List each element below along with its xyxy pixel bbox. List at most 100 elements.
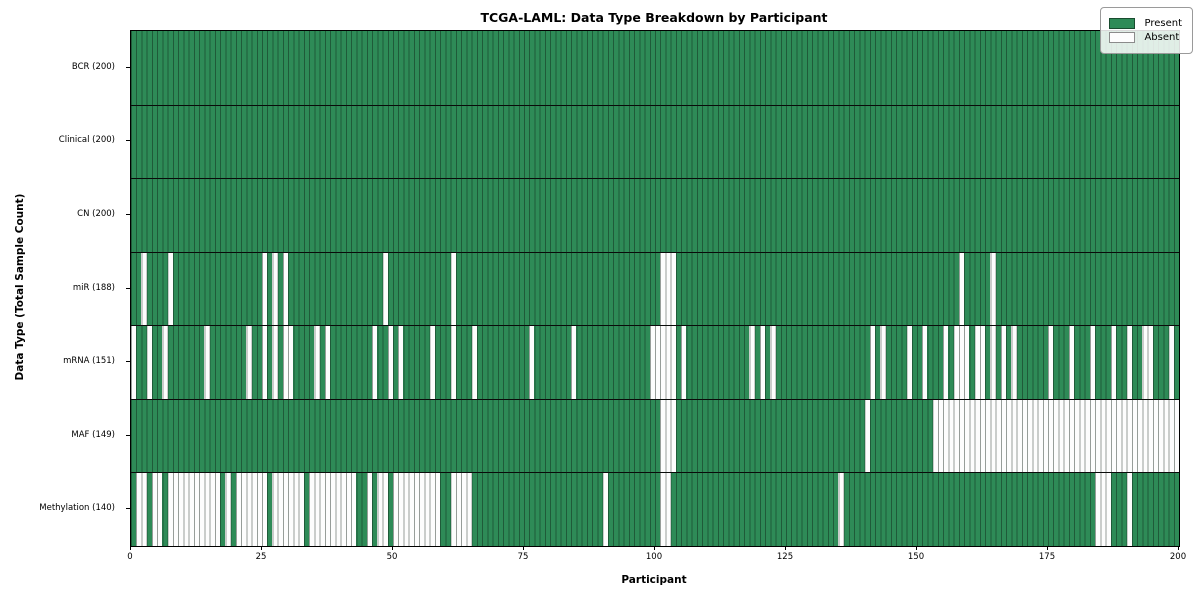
- absent-cell: [1147, 326, 1153, 399]
- ytick-mark: [126, 213, 130, 215]
- absent-cell: [1000, 326, 1007, 399]
- legend-present-label: Present: [1144, 18, 1182, 29]
- absent-cell: [251, 473, 257, 546]
- absent-cell: [366, 473, 373, 546]
- absent-cell: [1105, 399, 1111, 473]
- absent-cell: [958, 326, 965, 399]
- absent-cell: [1121, 399, 1127, 473]
- xtick-mark: [916, 546, 917, 550]
- absent-cell: [434, 473, 441, 546]
- absent-cell: [282, 252, 289, 326]
- absent-cell: [351, 473, 357, 546]
- absent-cell: [382, 252, 388, 326]
- absent-cell: [880, 326, 886, 399]
- xtick-mark: [1178, 546, 1179, 550]
- absent-cell: [450, 326, 456, 399]
- xtick-mark: [785, 546, 786, 550]
- absent-cell: [1063, 399, 1069, 473]
- absent-cell: [1126, 326, 1132, 399]
- x-axis-label: Participant: [621, 574, 687, 586]
- absent-cell: [1142, 326, 1148, 399]
- absent-cell: [1173, 399, 1179, 473]
- absent-cell: [241, 473, 247, 546]
- absent-cell: [1053, 399, 1059, 473]
- absent-cell: [256, 473, 262, 546]
- ytick-label-miR: miR (188): [72, 282, 115, 293]
- absent-cell: [424, 473, 430, 546]
- absent-cell: [979, 399, 986, 473]
- absent-cell: [571, 326, 577, 399]
- chart-title: TCGA-LAML: Data Type Breakdown by Partic…: [480, 10, 828, 25]
- absent-cell: [995, 399, 1001, 473]
- absent-cell: [979, 326, 986, 399]
- absent-cell: [964, 326, 970, 399]
- absent-cell: [146, 326, 152, 399]
- absent-cell: [990, 326, 996, 399]
- absent-cell: [681, 326, 687, 399]
- absent-cell: [167, 473, 173, 546]
- absent-cell: [330, 473, 336, 546]
- absent-cell: [1110, 326, 1117, 399]
- absent-cell: [1105, 473, 1111, 546]
- absent-cell: [1152, 399, 1159, 473]
- absent-cell: [670, 399, 676, 473]
- absent-cell: [246, 326, 252, 399]
- ytick-mark: [126, 66, 130, 68]
- legend: Present Absent: [1100, 7, 1193, 54]
- absent-cell: [1137, 399, 1143, 473]
- absent-swatch-icon: [1109, 32, 1136, 43]
- legend-absent-label: Absent: [1144, 32, 1180, 43]
- absent-cell: [655, 326, 661, 399]
- absent-cell: [838, 473, 844, 546]
- ytick-label-CN: CN (200): [77, 208, 115, 219]
- ytick-mark: [126, 140, 130, 142]
- xtick-label-150: 150: [907, 552, 925, 562]
- absent-cell: [1037, 399, 1043, 473]
- absent-cell: [1048, 399, 1054, 473]
- absent-cell: [162, 326, 168, 399]
- heatmap-row-MAF: [131, 398, 1179, 473]
- absent-cell: [1095, 399, 1101, 473]
- heatmap-plot-area: [130, 30, 1180, 547]
- heatmap-row-Clinical: [131, 104, 1179, 179]
- y-axis-label: Data Type (Total Sample Count): [14, 193, 26, 381]
- absent-cell: [1068, 399, 1075, 473]
- absent-cell: [1016, 399, 1022, 473]
- heatmap-row-Methylation: [131, 472, 1179, 546]
- absent-cell: [1089, 399, 1096, 473]
- absent-cell: [393, 473, 399, 546]
- absent-cell: [235, 473, 242, 546]
- absent-cell: [1158, 399, 1164, 473]
- absent-cell: [864, 399, 870, 473]
- absent-cell: [282, 326, 289, 399]
- absent-cell: [1000, 399, 1007, 473]
- absent-cell: [262, 326, 268, 399]
- ytick-label-Clinical: Clinical (200): [58, 135, 115, 146]
- absent-cell: [1058, 399, 1064, 473]
- xtick-mark: [523, 546, 524, 550]
- absent-cell: [974, 326, 980, 399]
- absent-cell: [272, 326, 278, 399]
- absent-cell: [262, 252, 268, 326]
- absent-cell: [990, 399, 996, 473]
- absent-cell: [345, 473, 352, 546]
- absent-cell: [387, 326, 393, 399]
- absent-cell: [183, 473, 189, 546]
- absent-cell: [214, 473, 221, 546]
- ytick-mark: [126, 434, 130, 436]
- xtick-mark: [261, 546, 262, 550]
- absent-cell: [1089, 326, 1096, 399]
- absent-cell: [1048, 326, 1054, 399]
- absent-cell: [461, 473, 467, 546]
- absent-cell: [953, 399, 959, 473]
- absent-cell: [985, 399, 991, 473]
- absent-cell: [660, 399, 666, 473]
- absent-cell: [922, 326, 928, 399]
- absent-cell: [969, 399, 975, 473]
- absent-cell: [529, 326, 535, 399]
- absent-cell: [660, 326, 666, 399]
- absent-cell: [319, 473, 325, 546]
- absent-cell: [937, 399, 944, 473]
- absent-cell: [770, 326, 776, 399]
- ytick-mark: [126, 508, 130, 510]
